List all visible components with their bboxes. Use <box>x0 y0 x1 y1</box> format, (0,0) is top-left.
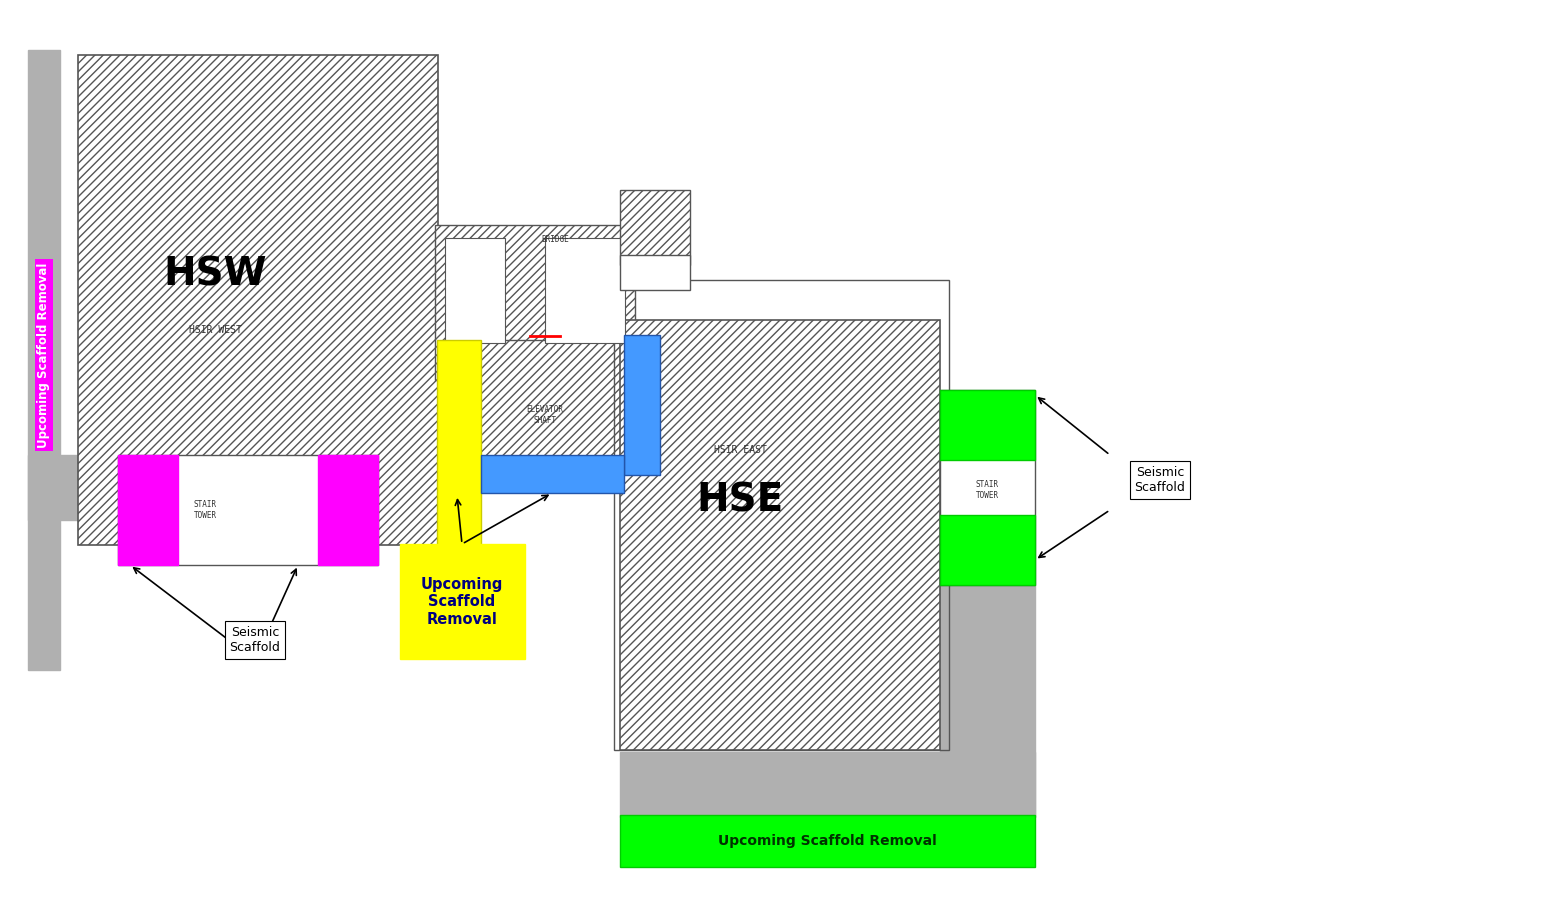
Bar <box>939 390 1035 585</box>
Bar <box>481 455 624 493</box>
Bar <box>435 225 635 380</box>
Bar <box>939 390 1035 460</box>
Text: HSIR EAST: HSIR EAST <box>714 445 766 455</box>
Text: Upcoming Scaffold Removal: Upcoming Scaffold Removal <box>717 834 936 848</box>
Text: Upcoming
Scaffold
Removal: Upcoming Scaffold Removal <box>420 577 503 627</box>
Text: STAIR
TOWER: STAIR TOWER <box>975 480 999 500</box>
Bar <box>78 55 438 545</box>
Text: HSW: HSW <box>163 256 267 294</box>
Bar <box>117 455 178 565</box>
Bar <box>28 50 59 670</box>
Text: Seismic
Scaffold: Seismic Scaffold <box>230 626 280 654</box>
Text: HSIR WEST: HSIR WEST <box>189 325 241 335</box>
Text: BRIDGE: BRIDGE <box>541 236 569 245</box>
Bar <box>545 238 625 343</box>
Bar <box>317 455 378 565</box>
Bar <box>621 190 689 265</box>
Bar <box>621 255 689 290</box>
Text: HSE: HSE <box>697 481 783 519</box>
Text: ELEVATOR
SHAFT: ELEVATOR SHAFT <box>527 405 564 425</box>
Bar <box>621 320 939 750</box>
Text: Seismic
Scaffold: Seismic Scaffold <box>1135 466 1185 494</box>
Bar <box>939 515 1035 585</box>
Bar <box>621 752 1035 817</box>
Bar <box>939 585 1035 817</box>
Bar <box>445 238 505 343</box>
Text: Upcoming Scaffold Removal: Upcoming Scaffold Removal <box>38 262 50 448</box>
Text: STAIR
TOWER: STAIR TOWER <box>194 501 217 520</box>
Bar <box>400 544 525 659</box>
Bar <box>621 815 1035 867</box>
Bar <box>624 335 660 475</box>
Bar <box>117 455 378 565</box>
Bar <box>28 455 399 520</box>
Bar <box>614 280 949 750</box>
Bar <box>480 340 625 470</box>
Bar <box>438 340 481 590</box>
